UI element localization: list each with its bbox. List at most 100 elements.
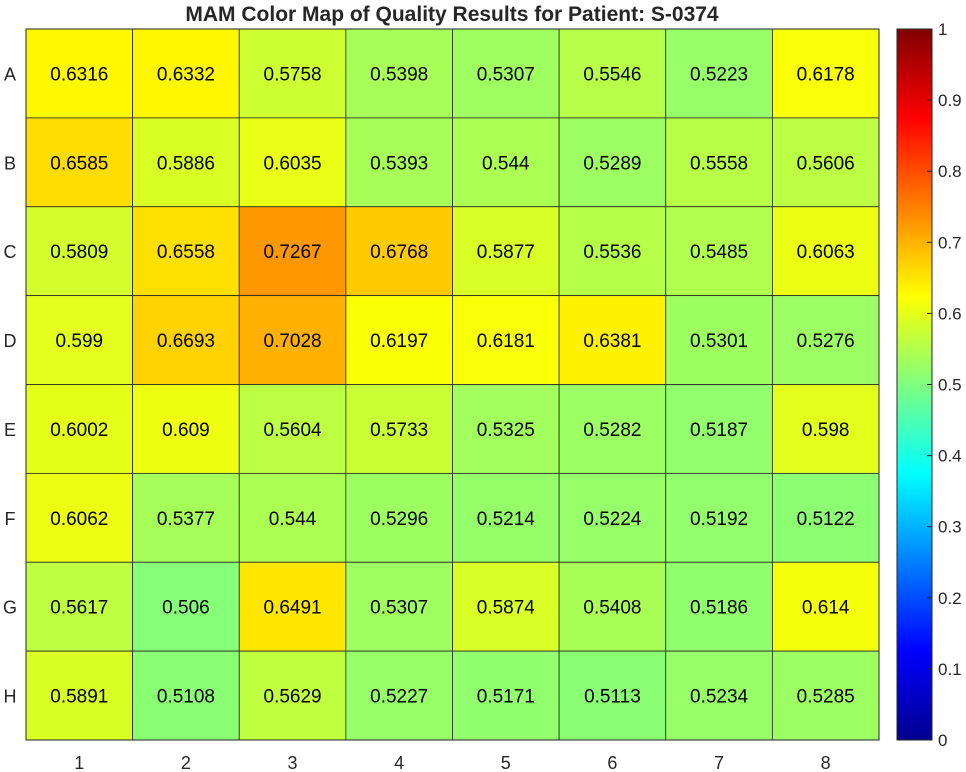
- cell-value-label: 0.614: [802, 598, 850, 619]
- cell-value-label: 0.5187: [690, 420, 748, 441]
- column-tick-label: 3: [288, 753, 298, 772]
- heatmap-cell: [345, 295, 453, 385]
- row-tick-labels: A B C D E F G H: [3, 64, 17, 706]
- heatmap-cell: [665, 561, 773, 652]
- cell-value-label: 0.6558: [157, 242, 215, 263]
- row-tick-label: G: [3, 598, 17, 618]
- cell-value-label: 0.5186: [690, 598, 748, 619]
- cell-value-label: 0.5606: [797, 153, 855, 174]
- cell-value-label: 0.5558: [690, 153, 748, 174]
- heatmap-cell: [25, 561, 134, 652]
- heatmap-cell: [132, 561, 240, 652]
- cell-value-label: 0.6002: [50, 420, 108, 441]
- heatmap-cell: [132, 472, 240, 563]
- heatmap-cell: [452, 384, 560, 474]
- cell-value-label: 0.5192: [690, 509, 748, 530]
- cell-value-label: 0.5285: [797, 687, 855, 708]
- row-tick-label: A: [4, 64, 16, 84]
- plot-frame: [25, 28, 880, 741]
- colorbar-tick-label: 0.8: [938, 162, 962, 181]
- heatmap-cell: [25, 295, 134, 385]
- heatmap-cell: [558, 561, 667, 652]
- heatmap-cell: [25, 28, 134, 119]
- cell-value-label: 0.5617: [50, 598, 108, 619]
- cell-value-label: 0.7267: [264, 242, 322, 263]
- cell-value-label: 0.5224: [583, 509, 642, 530]
- colorbar-tick-label: 0.2: [938, 589, 962, 608]
- column-tick-label: 6: [607, 753, 617, 772]
- cell-value-label: 0.6181: [477, 331, 535, 352]
- colorbar: 0 0.1 0.2 0.3 0.4 0.5 0.6 0.7 0.8 0.9 1: [896, 20, 962, 750]
- cell-value-label: 0.6178: [797, 64, 855, 85]
- cell-value-label: 0.6063: [797, 242, 855, 263]
- cell-value-label: 0.5214: [477, 509, 536, 530]
- cell-value-label: 0.5108: [157, 687, 215, 708]
- heatmap-cell: [558, 117, 667, 208]
- cell-value-label: 0.5877: [477, 242, 535, 263]
- colorbar-tick-label: 0.9: [938, 91, 962, 110]
- heatmap-cell: [238, 561, 347, 652]
- heatmap-cell: [238, 295, 347, 385]
- cell-value-label: 0.6585: [50, 153, 108, 174]
- cell-value-label: 0.7028: [264, 331, 322, 352]
- heatmap-cell: [452, 561, 560, 652]
- cell-value-label: 0.599: [56, 331, 104, 352]
- row-tick-label: B: [4, 153, 16, 173]
- heatmap-cell: [771, 117, 880, 208]
- row-tick-label: H: [4, 687, 17, 707]
- cell-value-label: 0.506: [162, 598, 210, 619]
- heatmap-cell: [771, 561, 880, 652]
- cell-value-label: 0.5809: [50, 242, 108, 263]
- cell-value-label: 0.5276: [797, 331, 855, 352]
- cell-value-label: 0.609: [162, 420, 210, 441]
- heatmap-cell: [665, 117, 773, 208]
- cell-value-label: 0.5325: [477, 420, 535, 441]
- column-tick-label: 2: [181, 753, 191, 772]
- cell-value-label: 0.5874: [477, 598, 536, 619]
- column-tick-label: 7: [714, 753, 724, 772]
- column-tick-labels: 1 2 3 4 5 6 7 8: [74, 753, 830, 772]
- heatmap-cell: [345, 117, 453, 208]
- heatmap-cell: [452, 28, 560, 119]
- heatmap-cell: [665, 384, 773, 474]
- heatmap-cell: [345, 206, 453, 297]
- cell-value-label: 0.5296: [370, 509, 428, 530]
- heatmap-cell: [665, 472, 773, 563]
- row-tick-label: C: [4, 242, 17, 262]
- cell-value-label: 0.5536: [583, 242, 641, 263]
- heatmap-cell: [558, 472, 667, 563]
- heatmap-cell: [238, 384, 347, 474]
- colorbar-tick-labels: 0 0.1 0.2 0.3 0.4 0.5 0.6 0.7 0.8 0.9 1: [927, 20, 962, 750]
- cell-value-label: 0.5485: [690, 242, 748, 263]
- row-tick-label: D: [4, 331, 17, 351]
- cell-value-label: 0.6332: [157, 64, 215, 85]
- colorbar-tick-label: 0: [938, 731, 947, 750]
- heatmap-cell: [665, 295, 773, 385]
- heatmap-cell: [771, 28, 880, 119]
- heatmap-cell: [558, 384, 667, 474]
- heatmap-cell: [132, 117, 240, 208]
- heatmap-cell: [238, 206, 347, 297]
- cell-value-label: 0.6062: [50, 509, 108, 530]
- heatmap-cell: [771, 472, 880, 563]
- heatmap-cell: [452, 117, 560, 208]
- cell-value-label: 0.5758: [264, 64, 322, 85]
- cell-value-label: 0.598: [802, 420, 850, 441]
- cell-value-label: 0.6381: [583, 331, 641, 352]
- cell-value-label: 0.6035: [264, 153, 322, 174]
- colorbar-tick-label: 0.6: [938, 304, 962, 323]
- colorbar-tick-label: 0.4: [938, 447, 962, 466]
- cell-value-label: 0.5733: [370, 420, 428, 441]
- row-tick-label: E: [4, 420, 16, 440]
- column-tick-label: 1: [74, 753, 84, 772]
- cell-value-label: 0.5223: [690, 64, 748, 85]
- cell-value-label: 0.5886: [157, 153, 215, 174]
- cell-value-label: 0.5289: [583, 153, 641, 174]
- column-tick-label: 8: [821, 753, 831, 772]
- heatmap-cell: [771, 650, 880, 741]
- cell-value-label: 0.6491: [264, 598, 322, 619]
- cell-value-label: 0.6768: [370, 242, 428, 263]
- cell-value-label: 0.6693: [157, 331, 215, 352]
- heatmap-cell: [25, 206, 134, 297]
